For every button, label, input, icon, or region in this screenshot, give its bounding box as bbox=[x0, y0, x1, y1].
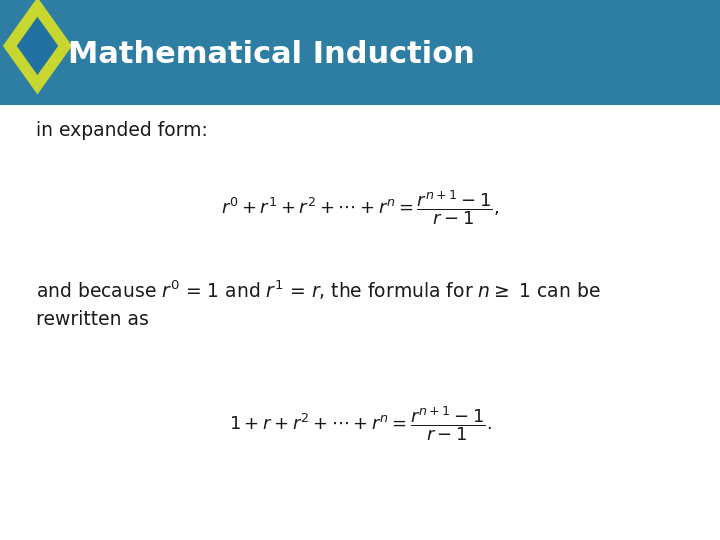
Text: Mathematical Induction: Mathematical Induction bbox=[68, 40, 475, 69]
Text: and because $r^{0}$ = 1 and $r^{1}$ = $r$, the formula for $n \geq$ 1 can be
rew: and because $r^{0}$ = 1 and $r^{1}$ = $r… bbox=[36, 278, 600, 329]
Text: in expanded form:: in expanded form: bbox=[36, 122, 208, 140]
Polygon shape bbox=[17, 17, 58, 75]
Text: $r^{0} + r^{1} + r^{2} + \cdots + r^{n} = \dfrac{r^{n+1} - 1}{r - 1},$: $r^{0} + r^{1} + r^{2} + \cdots + r^{n} … bbox=[221, 188, 499, 227]
Text: $1 + r + r^{2} + \cdots + r^{n} = \dfrac{r^{n+1} - 1}{r - 1}.$: $1 + r + r^{2} + \cdots + r^{n} = \dfrac… bbox=[228, 404, 492, 443]
FancyBboxPatch shape bbox=[0, 0, 720, 105]
Polygon shape bbox=[3, 0, 72, 94]
